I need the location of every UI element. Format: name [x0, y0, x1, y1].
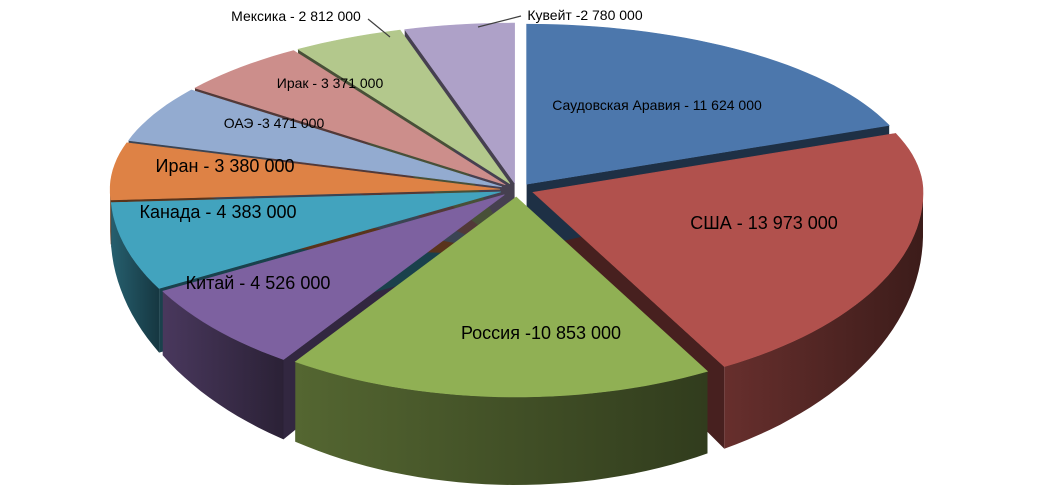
- pie-slice-usa[interactable]: [532, 133, 924, 367]
- pie-slice-saudi-arabia[interactable]: [526, 23, 890, 185]
- pie-slice-rim-wall-canada: [111, 202, 160, 353]
- pie-slice-rim-wall-usa: [724, 192, 923, 449]
- pie-slice-rim-wall-china: [162, 291, 284, 440]
- data-label-iran: Иран - 3 380 000: [156, 156, 295, 176]
- data-label-canada: Канада - 4 383 000: [139, 202, 296, 222]
- data-label-usa: США - 13 973 000: [690, 213, 838, 233]
- data-label-saudi-arabia: Саудовская Аравия - 11 624 000: [552, 97, 762, 113]
- pie-slice-china[interactable]: [162, 194, 505, 360]
- pie-slice-mexico[interactable]: [297, 29, 511, 184]
- leader-line-mexico: [367, 18, 391, 38]
- leader-line-kuwait: [477, 15, 522, 28]
- data-label-russia: Россия -10 853 000: [461, 323, 621, 343]
- data-label-kuwait: Кувейт -2 780 000: [527, 7, 643, 23]
- data-label-uae: ОАЭ -3 471 000: [224, 115, 325, 131]
- pie-slice-canada[interactable]: [110, 191, 501, 289]
- pie-slice-rim-wall-iran: [110, 189, 111, 245]
- pie-slice-iran[interactable]: [109, 142, 501, 201]
- pie-slice-rim-wall-russia: [295, 361, 708, 485]
- pie-slice-russia[interactable]: [294, 196, 709, 398]
- pie-slice-iraq[interactable]: [194, 50, 506, 186]
- data-label-mexico: Мексика - 2 812 000: [231, 8, 361, 24]
- data-label-china: Китай - 4 526 000: [186, 273, 331, 293]
- data-label-iraq: Ирак - 3 371 000: [277, 75, 384, 91]
- pie-slice-uae[interactable]: [128, 89, 502, 188]
- pie-slice-kuwait[interactable]: [404, 22, 515, 185]
